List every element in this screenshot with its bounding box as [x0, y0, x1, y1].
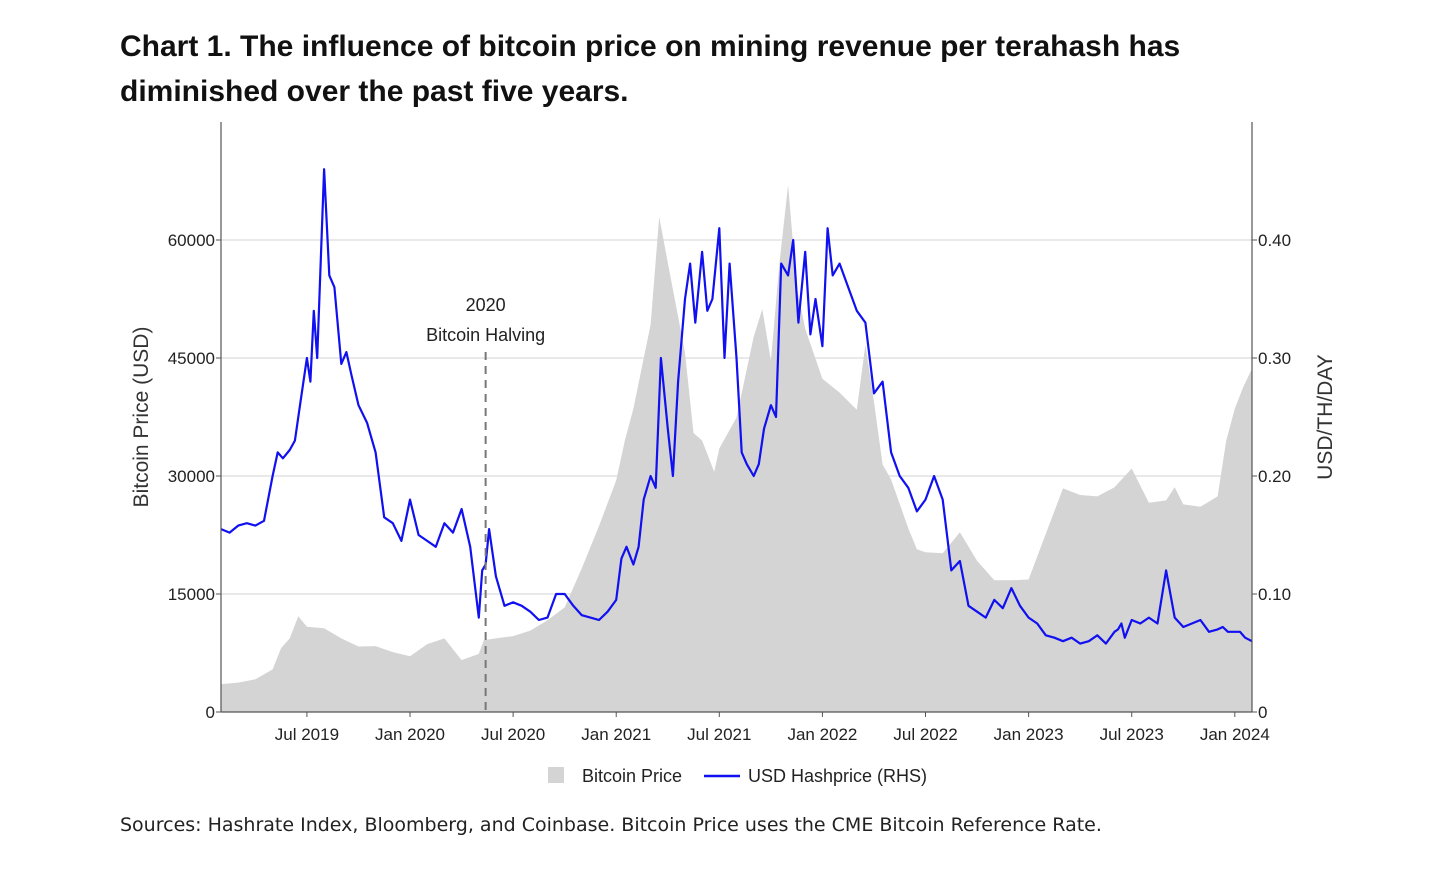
x-tick-label: Jul 2022: [893, 725, 957, 744]
x-tick-label: Jan 2020: [375, 725, 445, 744]
usd-hashprice-line: [220, 168, 1253, 645]
x-tick-label: Jul 2019: [275, 725, 339, 744]
left-axis-ticks: 0 15000 30000 45000 60000: [168, 231, 221, 722]
right-tick-label: 0.20: [1258, 467, 1291, 486]
hashprice-line-layer: [220, 168, 1253, 645]
halving-annotation: 2020 Bitcoin Halving: [426, 295, 545, 712]
right-tick-label: 0.10: [1258, 585, 1291, 604]
left-tick-label: 0: [206, 703, 215, 722]
x-tick-label: Jan 2021: [581, 725, 651, 744]
left-axis-label: Bitcoin Price (USD): [130, 327, 153, 508]
right-axis-label: USD/TH/DAY: [1314, 354, 1337, 480]
x-tick-label: Jul 2020: [481, 725, 545, 744]
x-tick-label: Jan 2024: [1200, 725, 1270, 744]
x-tick-label: Jan 2022: [787, 725, 857, 744]
right-axis-ticks: 0 0.10 0.20 0.30 0.40: [1252, 231, 1291, 722]
legend-label-hashprice: USD Hashprice (RHS): [748, 766, 927, 786]
right-tick-label: 0: [1258, 703, 1267, 722]
axes: [220, 122, 1253, 713]
bitcoin-price-area: [221, 185, 1252, 712]
left-tick-label: 30000: [168, 467, 215, 486]
legend: Bitcoin Price USD Hashprice (RHS): [548, 766, 927, 786]
chart-title: Chart 1. The influence of bitcoin price …: [120, 30, 1181, 108]
legend-swatch-bitcoin-price: [548, 767, 564, 783]
halving-label-year: 2020: [466, 295, 506, 315]
source-note: Sources: Hashrate Index, Bloomberg, and …: [120, 814, 1102, 836]
legend-label-bitcoin-price: Bitcoin Price: [582, 766, 682, 786]
left-tick-label: 60000: [168, 231, 215, 250]
x-tick-label: Jan 2023: [994, 725, 1064, 744]
bitcoin-price-area-layer: [221, 185, 1252, 712]
x-tick-label: Jul 2023: [1100, 725, 1164, 744]
right-tick-label: 0.30: [1258, 349, 1291, 368]
x-tick-label: Jul 2021: [687, 725, 751, 744]
x-axis-ticks: Jul 2019 Jan 2020 Jul 2020 Jan 2021 Jul 2021…: [275, 712, 1270, 744]
left-tick-label: 15000: [168, 585, 215, 604]
right-tick-label: 0.40: [1258, 231, 1291, 250]
halving-label-text: Bitcoin Halving: [426, 325, 545, 345]
left-tick-label: 45000: [168, 349, 215, 368]
